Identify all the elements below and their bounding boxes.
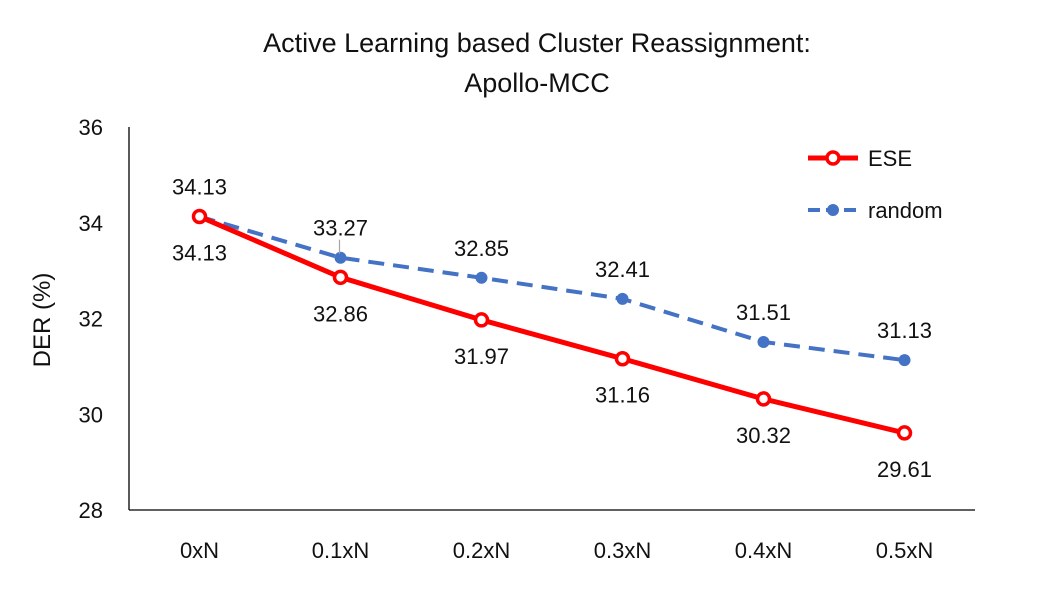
series-line-ese	[198, 214, 906, 436]
data-point-ese	[332, 269, 349, 286]
x-tick-label: 0.1xN	[312, 538, 369, 563]
y-axis-label: DER (%)	[29, 273, 56, 368]
data-label-random: 31.51	[736, 300, 791, 325]
data-point-random	[898, 354, 911, 367]
data-point-ese	[755, 391, 772, 407]
data-label-random: 32.41	[595, 257, 650, 282]
data-point-ese	[896, 425, 913, 441]
data-point-ese	[191, 208, 208, 225]
legend-marker-ese	[825, 150, 841, 166]
x-tick-label: 0.3xN	[594, 538, 651, 563]
data-label-random: 32.85	[454, 236, 509, 261]
data-label-ese: 30.32	[736, 423, 791, 448]
x-tick-label: 0.4xN	[735, 538, 792, 563]
y-tick-label: 32	[79, 307, 103, 332]
chart-title-line-1: Active Learning based Cluster Reassignme…	[263, 28, 811, 58]
legend-label-ese: ESE	[868, 146, 912, 171]
data-point-random	[616, 292, 629, 305]
y-tick-label: 30	[79, 402, 103, 427]
data-point-random	[475, 271, 488, 284]
data-point-random	[757, 335, 770, 348]
data-label-ese: 29.61	[877, 457, 932, 482]
chart-title-line-2: Apollo-MCC	[464, 68, 610, 98]
data-label-ese: 34.13	[172, 241, 227, 266]
data-point-random	[334, 251, 347, 264]
data-label-ese: 31.97	[454, 344, 509, 369]
x-tick-label: 0.2xN	[453, 538, 510, 563]
y-tick-label: 28	[79, 498, 103, 523]
legend-label-random: random	[868, 198, 943, 223]
data-label-random: 31.13	[877, 318, 932, 343]
x-tick-label: 0.5xN	[876, 538, 933, 563]
legend-marker-random	[827, 204, 839, 216]
data-label-ese: 32.86	[313, 301, 368, 326]
y-tick-label: 36	[79, 115, 103, 140]
y-tick-label: 34	[79, 211, 103, 236]
series-line-random	[198, 214, 905, 363]
data-point-ese	[614, 350, 631, 367]
data-label-ese: 31.16	[595, 383, 650, 408]
data-label-random: 33.27	[313, 216, 368, 241]
data-point-ese	[473, 312, 490, 328]
x-tick-label: 0xN	[180, 538, 219, 563]
data-label-random: 34.13	[172, 175, 227, 200]
